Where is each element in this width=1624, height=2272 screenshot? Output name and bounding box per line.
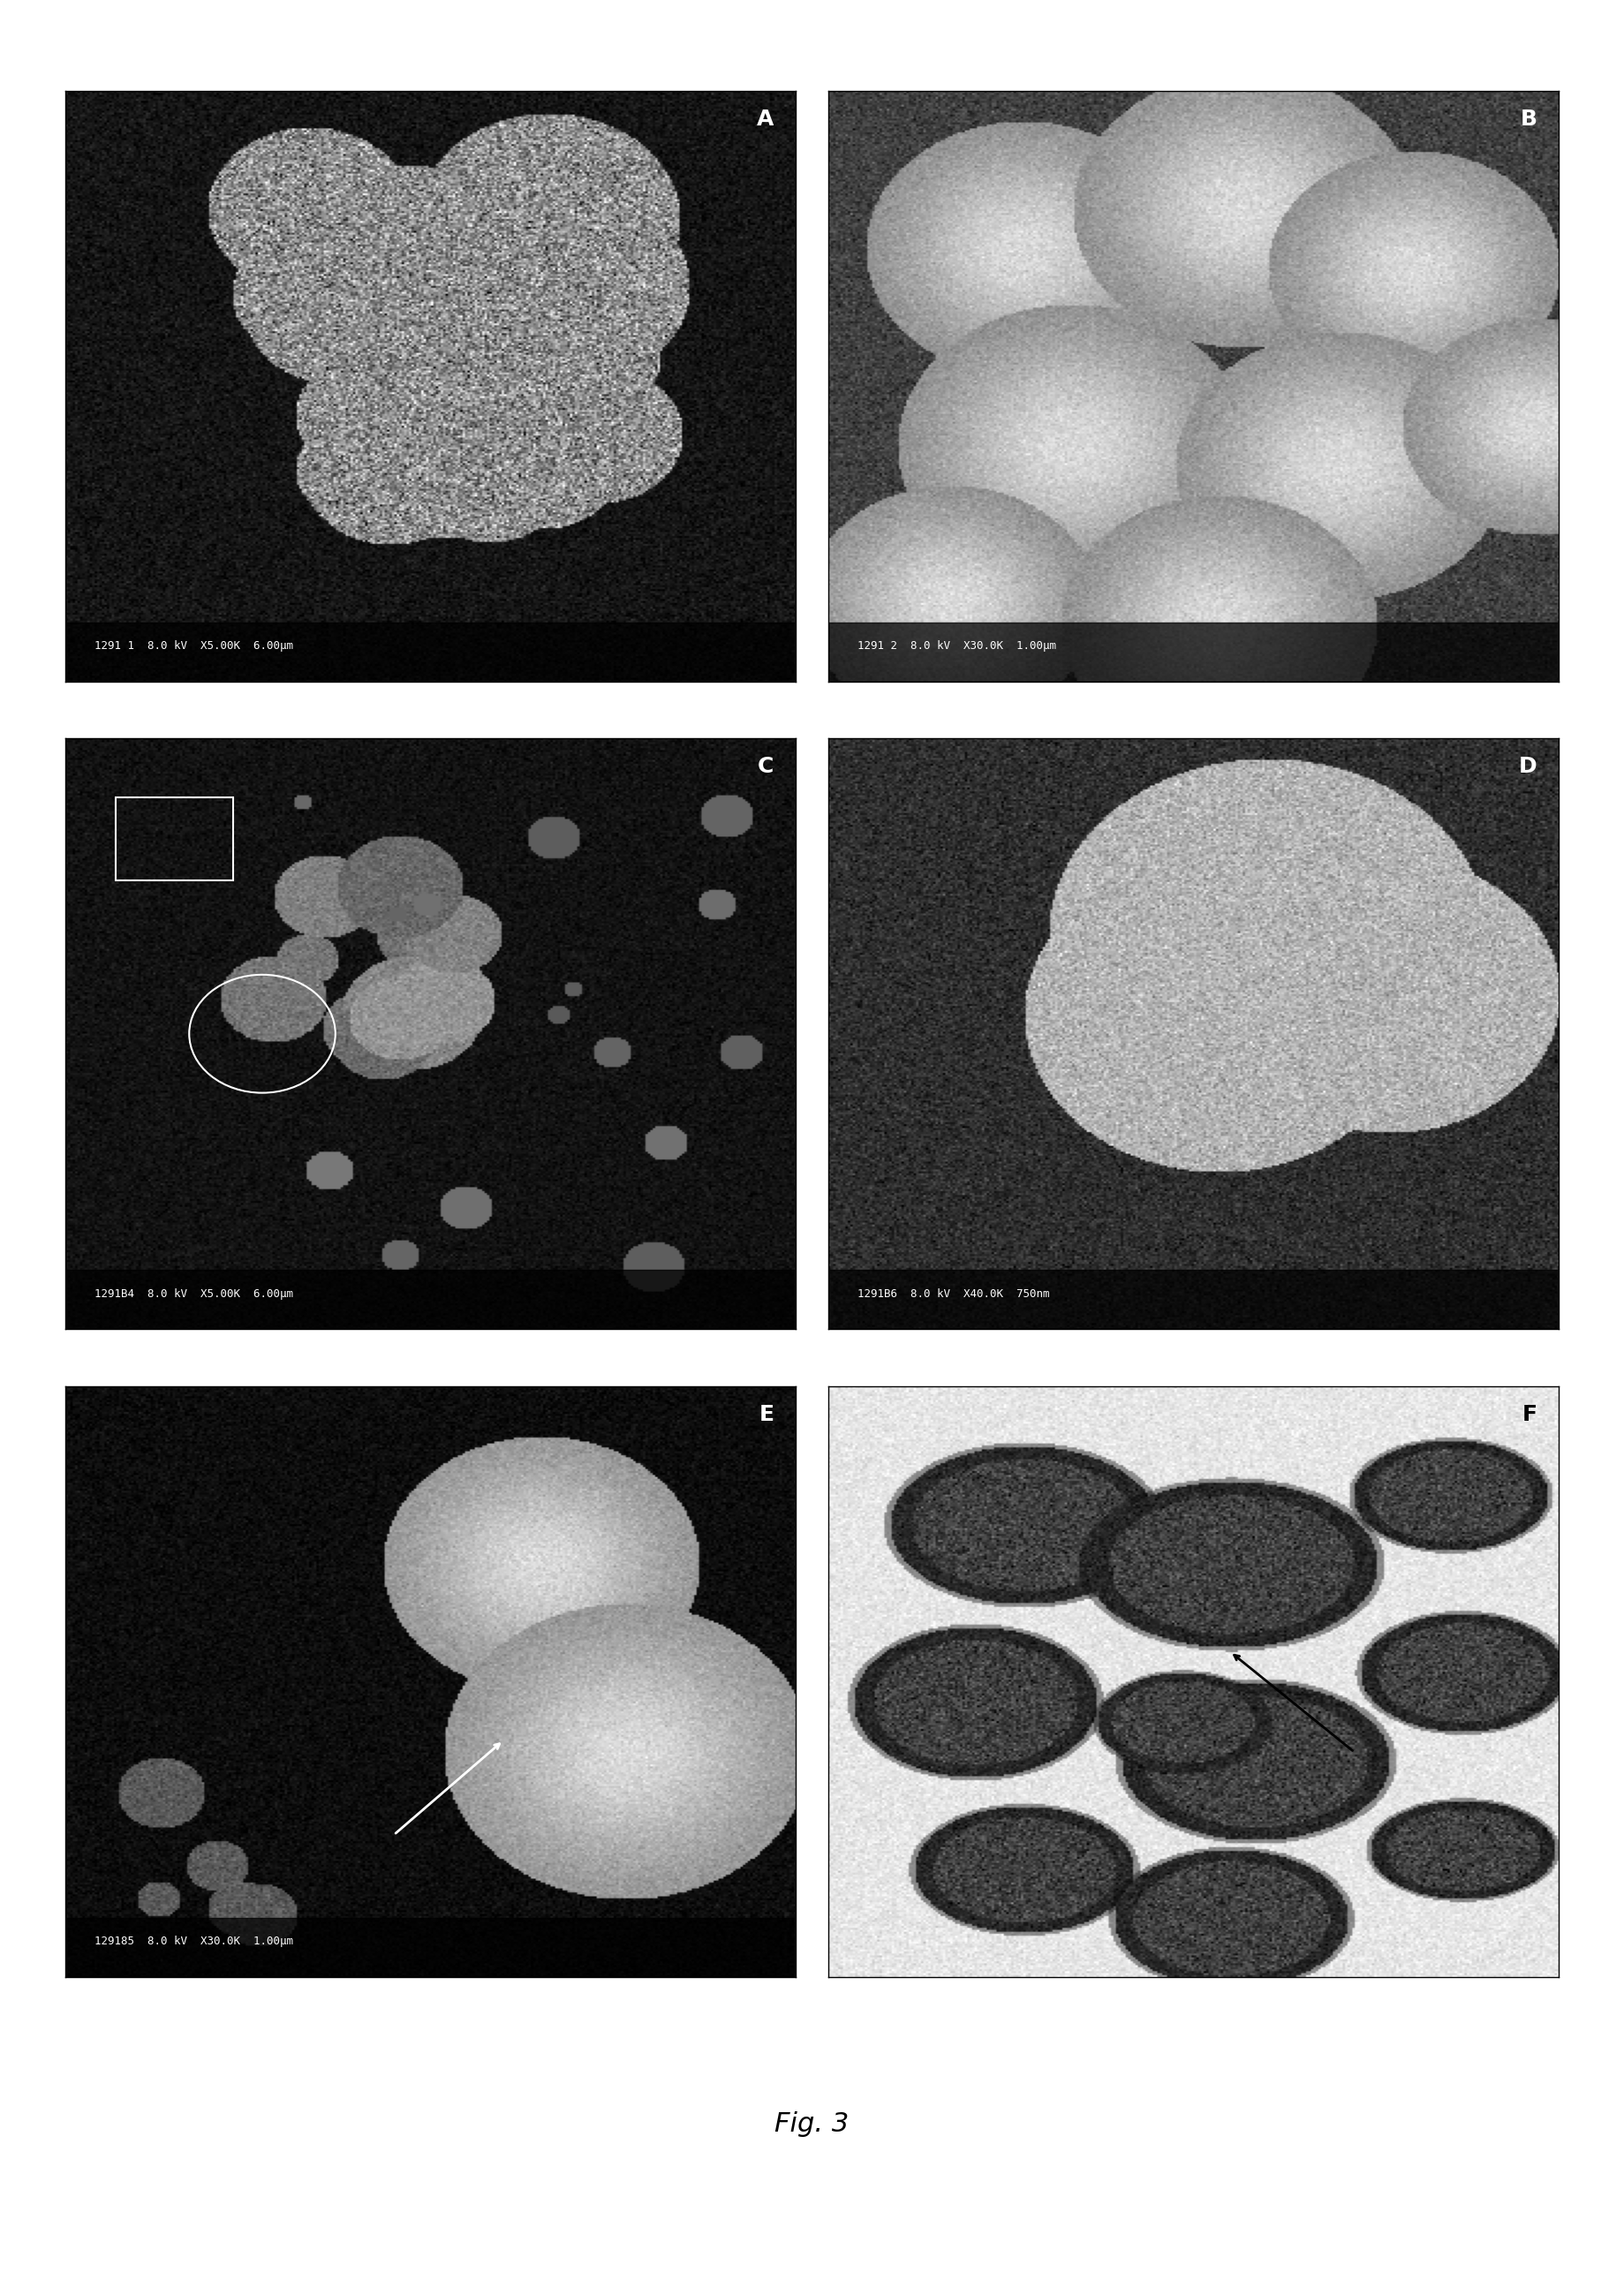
Bar bbox=[65, 1270, 796, 1329]
Bar bbox=[65, 1918, 796, 1977]
Text: D: D bbox=[1518, 757, 1536, 777]
Text: 129185  8.0 kV  X30.0K  1.00μm: 129185 8.0 kV X30.0K 1.00μm bbox=[94, 1936, 292, 1947]
Bar bbox=[65, 623, 796, 682]
Text: 1291B6  8.0 kV  X40.0K  750nm: 1291B6 8.0 kV X40.0K 750nm bbox=[857, 1288, 1049, 1300]
Text: 1291 1  8.0 kV  X5.00K  6.00μm: 1291 1 8.0 kV X5.00K 6.00μm bbox=[94, 641, 292, 652]
Text: F: F bbox=[1522, 1404, 1536, 1425]
Text: A: A bbox=[757, 109, 773, 130]
Text: Fig. 3: Fig. 3 bbox=[775, 2111, 849, 2138]
Text: E: E bbox=[758, 1404, 773, 1425]
Bar bbox=[828, 623, 1559, 682]
Text: B: B bbox=[1520, 109, 1536, 130]
Text: 1291 2  8.0 kV  X30.0K  1.00μm: 1291 2 8.0 kV X30.0K 1.00μm bbox=[857, 641, 1056, 652]
Bar bbox=[828, 1270, 1559, 1329]
Text: C: C bbox=[758, 757, 773, 777]
Bar bbox=[115, 797, 232, 879]
Text: 1291B4  8.0 kV  X5.00K  6.00μm: 1291B4 8.0 kV X5.00K 6.00μm bbox=[94, 1288, 292, 1300]
